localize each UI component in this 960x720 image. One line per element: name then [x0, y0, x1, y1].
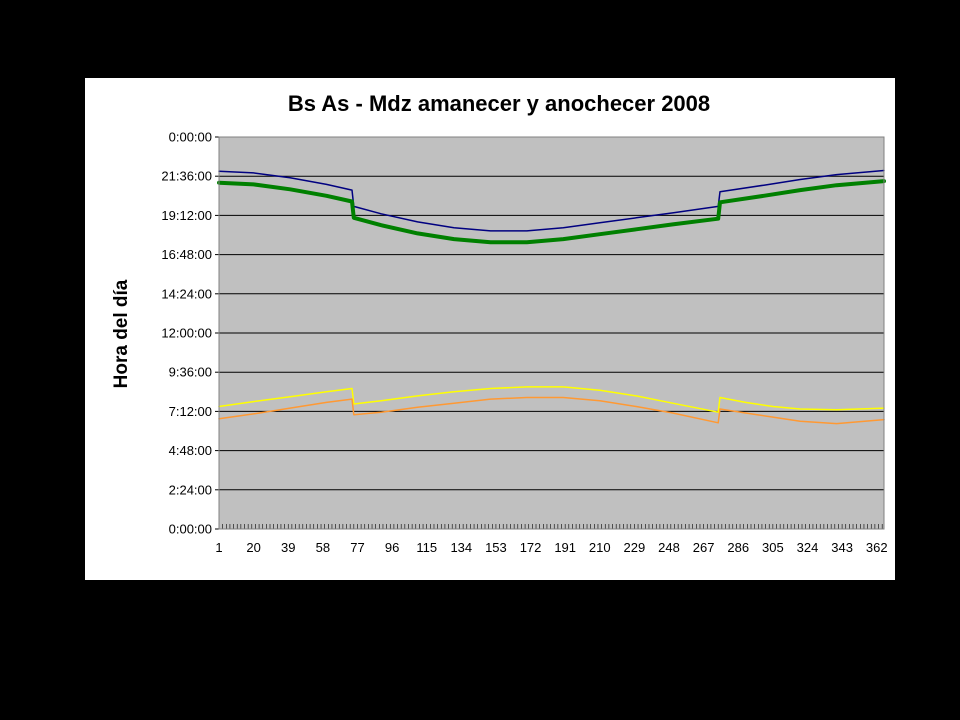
x-tick-label: 229 [624, 540, 646, 555]
y-axis-label: Hora del día [111, 279, 132, 388]
y-tick-label: 4:48:00 [169, 443, 212, 458]
x-tick-label: 191 [554, 540, 576, 555]
x-tick-label: 58 [316, 540, 330, 555]
x-tick-labels: 1 20 39 58 77 96 115 134 153 172 191 210 229 248 267 28… [215, 540, 887, 555]
x-tick-label: 172 [520, 540, 542, 555]
y-tick-label: 2:24:00 [169, 482, 212, 497]
x-tick-label: 210 [589, 540, 611, 555]
series-line-2 [217, 179, 886, 245]
x-tick-label: 134 [450, 540, 472, 555]
series-line-1 [218, 169, 885, 232]
x-tick-label: 153 [485, 540, 507, 555]
series-line-4 [218, 396, 885, 425]
x-tick-label: 324 [797, 540, 819, 555]
y-tick-label: 9:36:00 [169, 365, 212, 380]
x-tick-label: 39 [281, 540, 295, 555]
chart-title: Bs As - Mdz amanecer y anochecer 2008 [288, 91, 710, 116]
x-minor-ticks [218, 524, 883, 529]
x-tick-label: 286 [727, 540, 749, 555]
x-tick-label: 267 [693, 540, 715, 555]
y-tick-label: 7:12:00 [169, 404, 212, 419]
y-tick-label: 0:00:00 [169, 130, 212, 145]
chart-svg: Bs As - Mdz amanecer y anochecer 2008 Ho… [111, 91, 888, 555]
y-tick-label: 12:00:00 [161, 326, 212, 341]
y-tick-label: 21:36:00 [161, 169, 212, 184]
plot-frame [218, 136, 885, 530]
y-tick-label: 0:00:00 [169, 522, 212, 537]
x-tick-label: 115 [416, 540, 437, 555]
x-tick-label: 248 [658, 540, 680, 555]
x-tick-label: 1 [215, 540, 222, 555]
chart-panel: Bs As - Mdz amanecer y anochecer 2008 Ho… [85, 78, 895, 580]
x-tick-label: 305 [762, 540, 784, 555]
x-tick-label: 343 [831, 540, 853, 555]
x-tick-label: 96 [385, 540, 399, 555]
series-line-3 [218, 386, 885, 413]
y-tick-label: 14:24:00 [161, 286, 212, 301]
y-tick-label: 19:12:00 [161, 208, 212, 223]
x-tick-label: 20 [246, 540, 260, 555]
y-tick-labels: 0:00:00 2:24:00 4:48:00 7:12:00 9:36:00 12:00… [161, 130, 219, 537]
x-tick-label: 362 [866, 540, 888, 555]
series-layer [217, 169, 886, 425]
x-tick-label: 77 [350, 540, 364, 555]
y-tick-label: 16:48:00 [161, 247, 212, 262]
